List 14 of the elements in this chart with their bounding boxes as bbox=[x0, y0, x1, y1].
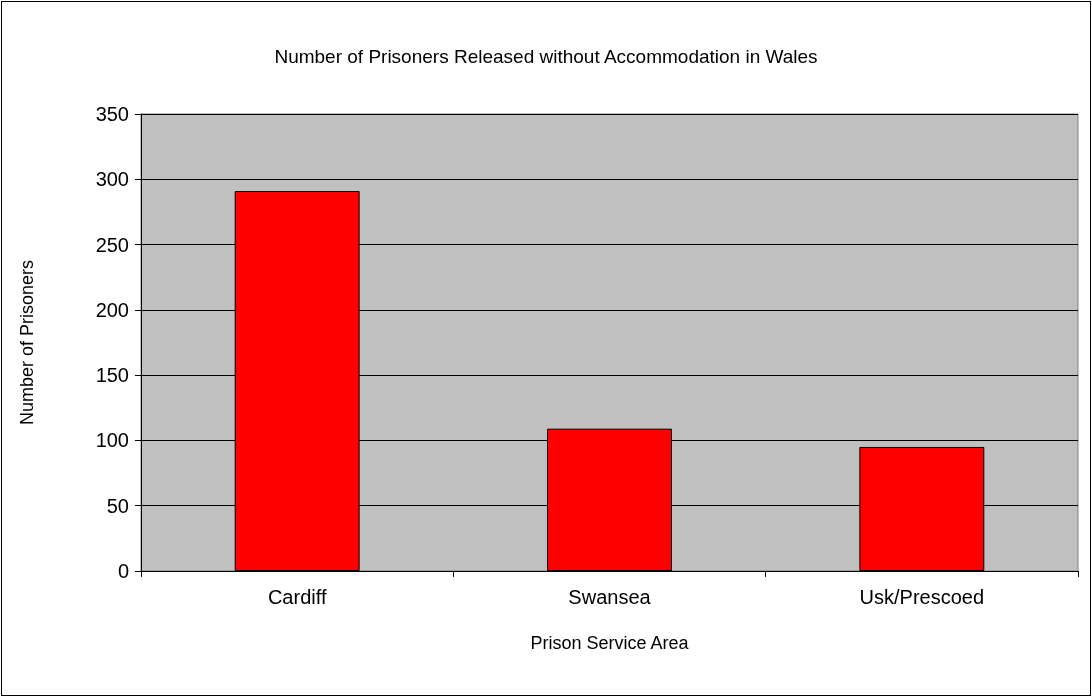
y-tick-label: 300 bbox=[95, 168, 129, 191]
y-tick-label: 350 bbox=[95, 103, 129, 125]
y-axis-title: Number of Prisoners bbox=[17, 259, 37, 426]
y-tick-label: 0 bbox=[117, 560, 129, 582]
x-tick-label: Swansea bbox=[568, 586, 652, 608]
x-tick-label: Usk/Prescoed bbox=[859, 586, 985, 608]
y-tick-label: 250 bbox=[95, 233, 129, 256]
x-axis-title: Prison Service Area bbox=[530, 633, 690, 653]
y-tick-label: 50 bbox=[106, 494, 129, 517]
y-tick-label: 200 bbox=[95, 298, 129, 321]
y-tick-label: 150 bbox=[95, 364, 129, 387]
chart-title: Number of Prisoners Released without Accommodation in Wales bbox=[274, 46, 818, 67]
y-tick-label: 100 bbox=[95, 429, 129, 452]
x-tick-label: Cardiff bbox=[267, 586, 327, 608]
